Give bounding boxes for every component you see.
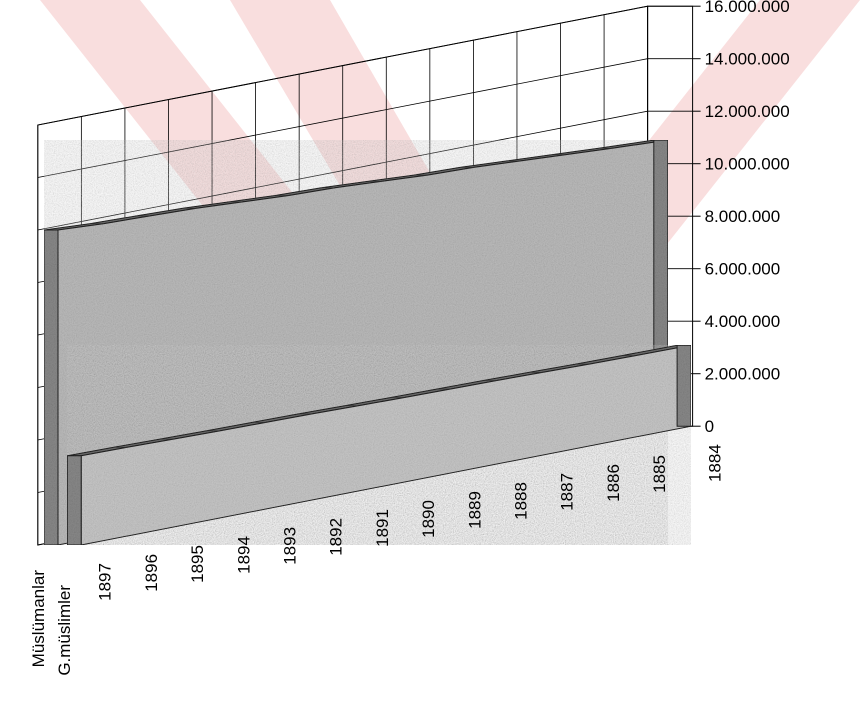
series-label: G.müslimler <box>55 585 74 676</box>
area-side-face <box>676 344 692 427</box>
y-tick-label: 4.000.000 <box>705 312 781 331</box>
y-axis: 0 2.000.000 4.000.000 6.000.000 8.000.000 10.… <box>692 0 790 436</box>
x-tick-label: 1888 <box>512 482 531 520</box>
y-tick-label: 6.000.000 <box>705 260 781 279</box>
chart-series <box>43 139 692 546</box>
y-tick-label: 0 <box>705 417 714 436</box>
y-tick-label: 2.000.000 <box>705 365 781 384</box>
x-tick-label: 1889 <box>465 491 484 529</box>
area-side-face <box>43 229 59 546</box>
x-tick-label: 1895 <box>188 545 207 583</box>
area-side-face <box>66 455 82 546</box>
y-tick-label: 16.000.000 <box>705 0 790 16</box>
x-tick-label: 1897 <box>96 563 115 601</box>
gridline-horizontal <box>37 5 693 126</box>
series-label: Müslümanlar <box>29 570 48 668</box>
y-tick-label: 12.000.000 <box>705 102 790 121</box>
series-axis: Müslümanlar G.müslimler <box>29 570 74 676</box>
x-tick-label: 1887 <box>558 473 577 511</box>
x-tick-label: 1894 <box>234 536 253 574</box>
x-tick-label: 1886 <box>604 464 623 502</box>
y-tick-label: 8.000.000 <box>705 207 781 226</box>
x-tick-label: 1885 <box>650 455 669 493</box>
x-tick-label: 1891 <box>373 509 392 547</box>
y-tick-label: 14.000.000 <box>705 50 790 69</box>
x-axis: 1897 1896 1895 1894 1893 1892 1891 1890 1889 1888… <box>96 444 725 601</box>
x-tick-label: 1892 <box>327 518 346 556</box>
x-tick-label: 1884 <box>706 444 725 482</box>
x-tick-label: 1890 <box>419 500 438 538</box>
gridline-horizontal <box>37 58 693 178</box>
gridline-horizontal <box>37 110 693 231</box>
x-tick-label: 1896 <box>142 554 161 592</box>
series-g-muslimler <box>66 344 692 546</box>
x-tick-label: 1893 <box>280 527 299 565</box>
y-tick-label: 10.000.000 <box>705 155 790 174</box>
